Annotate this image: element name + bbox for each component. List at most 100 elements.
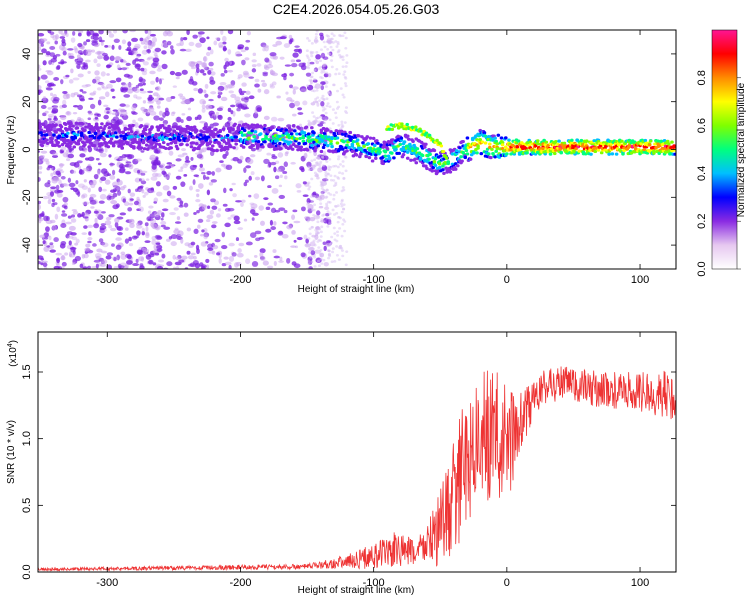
spectrogram-cell [179, 40, 184, 47]
spectrogram-cell [170, 111, 175, 117]
spectrogram-cell [345, 111, 349, 115]
spectrogram-cell [142, 82, 146, 86]
spectrogram-cell [273, 166, 277, 173]
spectrogram-cell [330, 65, 334, 69]
spectrogram-cell [340, 210, 344, 214]
spectrogram-cell [62, 99, 67, 106]
spectrogram-cell [74, 242, 79, 246]
spectrogram-cell [58, 179, 62, 186]
spectrogram-cell [261, 82, 268, 88]
spectrogram-cell [239, 131, 244, 135]
spectrogram-cell [160, 163, 166, 167]
spectrogram-cell [128, 236, 132, 242]
spectrogram-cell [38, 171, 43, 174]
spectrogram-cell [227, 30, 234, 35]
spectrogram-cell [76, 118, 82, 124]
spectrogram-cell [295, 183, 302, 189]
spectrogram-cell [98, 200, 105, 204]
spectrogram-cell [333, 260, 337, 263]
spectrogram-cell [138, 78, 146, 83]
spectrogram-cell [310, 250, 316, 256]
spectrogram-cell [75, 180, 79, 185]
spectrogram-cell [312, 115, 316, 118]
spectrogram-cell [186, 30, 190, 36]
spectrogram-cell [118, 130, 122, 134]
spectrogram-cell [49, 249, 56, 253]
spectrogram-cell [166, 261, 173, 267]
spectrogram-cell [172, 85, 177, 88]
spectrogram-cell [160, 217, 164, 221]
spectrogram-cell [199, 163, 203, 168]
spectrogram-cell [144, 37, 150, 43]
spectrogram-cell [139, 90, 147, 94]
spectrogram-cell [42, 262, 48, 268]
spectrogram-cell [78, 145, 83, 151]
spectrogram-cell [93, 210, 99, 214]
spectrogram-cell [314, 59, 318, 62]
spectrogram-cell [114, 217, 120, 223]
spectrogram-cell [103, 114, 109, 120]
spectrogram-cell [103, 104, 109, 108]
spectrogram-cell [180, 119, 184, 124]
colorbar-ticks: 0.00.20.40.60.8 [696, 70, 741, 277]
spectrogram-cell [350, 142, 355, 146]
spectrogram-cell [401, 153, 406, 157]
spectrogram-cell [243, 181, 248, 187]
spectrogram-cell [134, 177, 141, 183]
spectrogram-cell [60, 130, 65, 134]
spectrogram-cell [175, 266, 180, 269]
spectrogram-cell [277, 144, 281, 148]
spectrogram-cell [186, 138, 191, 142]
snr-scale-label: (x104) [7, 340, 19, 367]
spectrogram-cell [75, 238, 80, 244]
spectrogram-cell [299, 148, 303, 152]
spectrogram-cell [187, 107, 191, 111]
spectrogram-cell [331, 122, 335, 125]
spectrogram-cell [63, 202, 68, 207]
spectrogram-cell [269, 83, 274, 87]
spectrogram-cell [120, 254, 127, 260]
spectrogram-cell [161, 208, 169, 212]
spectrogram-cell [161, 63, 168, 70]
spectrogram-cell [68, 144, 72, 148]
spectrogram-cell [235, 138, 240, 142]
spectrogram-cell [142, 194, 146, 198]
spectrogram-cell [185, 143, 189, 147]
spectrogram-cell [340, 123, 344, 126]
spectrogram-cell [574, 147, 578, 151]
spectrogram-cell [245, 258, 251, 265]
spectrogram-cell [126, 46, 132, 52]
spectrogram-cell [279, 146, 283, 151]
spectrogram-cell [58, 163, 65, 167]
spectrogram-cell [82, 201, 90, 206]
spectrogram-cell [323, 121, 327, 125]
spectrogram-cell [123, 136, 128, 140]
spectrogram-cell [97, 262, 103, 267]
spectrogram-cell [66, 111, 70, 115]
spectrogram-cell [104, 220, 112, 226]
spectrogram-cell [54, 33, 59, 40]
spectrogram-cell [248, 175, 252, 181]
spectrogram-cell [310, 89, 314, 92]
spectrogram-cell [289, 132, 294, 136]
spectrogram-cell [275, 160, 280, 164]
spectrogram-cell [105, 107, 111, 111]
spectrogram-cell [221, 127, 226, 131]
spectrogram-cell [149, 111, 157, 116]
spectrogram-cell [149, 190, 156, 194]
spectrogram-cell [56, 64, 61, 70]
spectrogram-cell [200, 241, 208, 247]
spectrogram-cell [129, 30, 136, 33]
spectrogram-cell [223, 256, 229, 260]
spectrogram-cell [210, 144, 215, 148]
spectrogram-cell [251, 59, 257, 63]
spectrogram-cell [57, 144, 62, 148]
spectrogram-cell [486, 152, 491, 156]
spectrogram-cell [210, 198, 216, 203]
spectrogram-cell [333, 238, 337, 242]
spectrogram-cell [140, 134, 145, 138]
spectrogram-cell [368, 146, 373, 150]
spectrogram-cell [194, 142, 199, 146]
spectrogram-cell [153, 211, 160, 218]
spectrogram-cell [320, 68, 324, 72]
